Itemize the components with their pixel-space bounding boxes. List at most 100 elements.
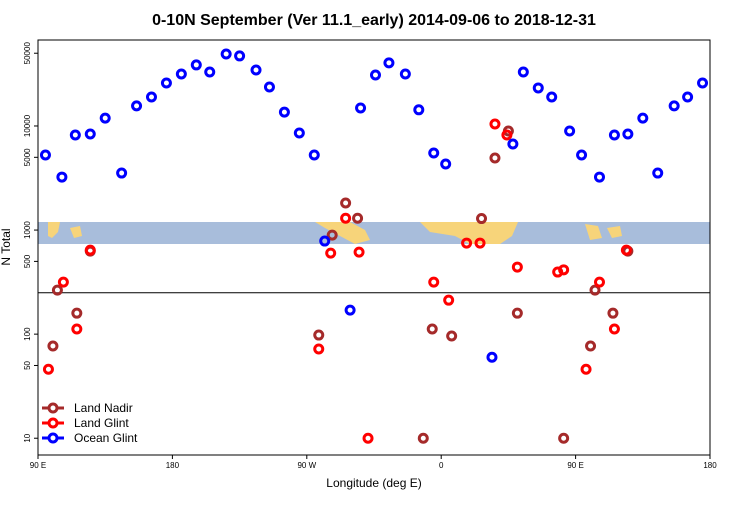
legend-marker bbox=[47, 417, 59, 429]
point bbox=[313, 329, 325, 341]
point bbox=[340, 197, 352, 209]
point bbox=[56, 171, 68, 183]
point bbox=[204, 66, 216, 78]
point bbox=[474, 237, 486, 249]
point bbox=[507, 138, 519, 150]
point bbox=[326, 229, 338, 241]
point bbox=[399, 68, 411, 80]
point bbox=[532, 82, 544, 94]
point bbox=[682, 91, 694, 103]
point bbox=[293, 127, 305, 139]
y-tick-label: 10000 bbox=[23, 114, 32, 137]
point bbox=[413, 104, 425, 116]
point bbox=[637, 112, 649, 124]
point bbox=[476, 213, 488, 225]
point bbox=[99, 112, 111, 124]
point bbox=[383, 57, 395, 69]
point bbox=[558, 432, 570, 444]
point bbox=[417, 432, 429, 444]
point bbox=[607, 307, 619, 319]
point bbox=[355, 102, 367, 114]
point bbox=[84, 128, 96, 140]
point bbox=[668, 100, 680, 112]
y-tick-label: 5000 bbox=[23, 148, 32, 166]
point bbox=[234, 50, 246, 62]
point bbox=[585, 340, 597, 352]
point bbox=[580, 363, 592, 375]
point bbox=[319, 235, 331, 247]
point bbox=[486, 351, 498, 363]
point bbox=[564, 125, 576, 137]
point bbox=[325, 247, 337, 259]
legend-marker bbox=[47, 432, 59, 444]
legend-label: Land Glint bbox=[74, 416, 129, 430]
point bbox=[352, 212, 364, 224]
point bbox=[593, 171, 605, 183]
point bbox=[84, 244, 96, 256]
y-tick-label: 1000 bbox=[23, 221, 32, 239]
point bbox=[344, 304, 356, 316]
point bbox=[576, 149, 588, 161]
point bbox=[608, 323, 620, 335]
point bbox=[340, 212, 352, 224]
point bbox=[443, 294, 455, 306]
point bbox=[116, 167, 128, 179]
point bbox=[263, 81, 275, 93]
point bbox=[39, 149, 51, 161]
point bbox=[369, 69, 381, 81]
point bbox=[652, 167, 664, 179]
y-tick-label: 500 bbox=[23, 254, 32, 268]
point bbox=[501, 129, 513, 141]
point bbox=[511, 307, 523, 319]
point bbox=[489, 152, 501, 164]
point bbox=[697, 77, 709, 89]
legend-label: Ocean Glint bbox=[74, 431, 138, 445]
point bbox=[308, 149, 320, 161]
legend-label: Land Nadir bbox=[74, 401, 133, 415]
point bbox=[353, 246, 365, 258]
x-tick-label: 90 E bbox=[567, 461, 583, 470]
x-tick-label: 180 bbox=[703, 461, 717, 470]
point bbox=[175, 68, 187, 80]
y-tick-label: 50000 bbox=[23, 42, 32, 65]
point bbox=[57, 276, 69, 288]
x-tick-label: 180 bbox=[166, 461, 180, 470]
point bbox=[489, 118, 501, 130]
point bbox=[42, 363, 54, 375]
point bbox=[446, 330, 458, 342]
point bbox=[71, 323, 83, 335]
point bbox=[546, 91, 558, 103]
point bbox=[428, 276, 440, 288]
point bbox=[313, 343, 325, 355]
point bbox=[145, 91, 157, 103]
point bbox=[278, 106, 290, 118]
y-axis-label: N Total bbox=[0, 228, 13, 265]
x-tick-label: 90 E bbox=[30, 461, 46, 470]
y-tick-label: 100 bbox=[23, 327, 32, 341]
point bbox=[131, 100, 143, 112]
point bbox=[426, 323, 438, 335]
point bbox=[51, 284, 63, 296]
point bbox=[190, 59, 202, 71]
point bbox=[250, 64, 262, 76]
point bbox=[558, 264, 570, 276]
point bbox=[69, 129, 81, 141]
point bbox=[511, 261, 523, 273]
point bbox=[362, 432, 374, 444]
point bbox=[593, 276, 605, 288]
point bbox=[428, 147, 440, 159]
point bbox=[589, 284, 601, 296]
point bbox=[622, 128, 634, 140]
point bbox=[220, 48, 232, 60]
point bbox=[517, 66, 529, 78]
point bbox=[440, 158, 452, 170]
x-tick-label: 90 W bbox=[297, 461, 316, 470]
map-strip bbox=[38, 222, 710, 244]
x-axis-label: Longitude (deg E) bbox=[326, 476, 421, 490]
x-tick-label: 0 bbox=[439, 461, 444, 470]
point bbox=[461, 237, 473, 249]
legend-marker bbox=[47, 402, 59, 414]
point bbox=[47, 340, 59, 352]
y-tick-label: 10 bbox=[23, 433, 32, 442]
